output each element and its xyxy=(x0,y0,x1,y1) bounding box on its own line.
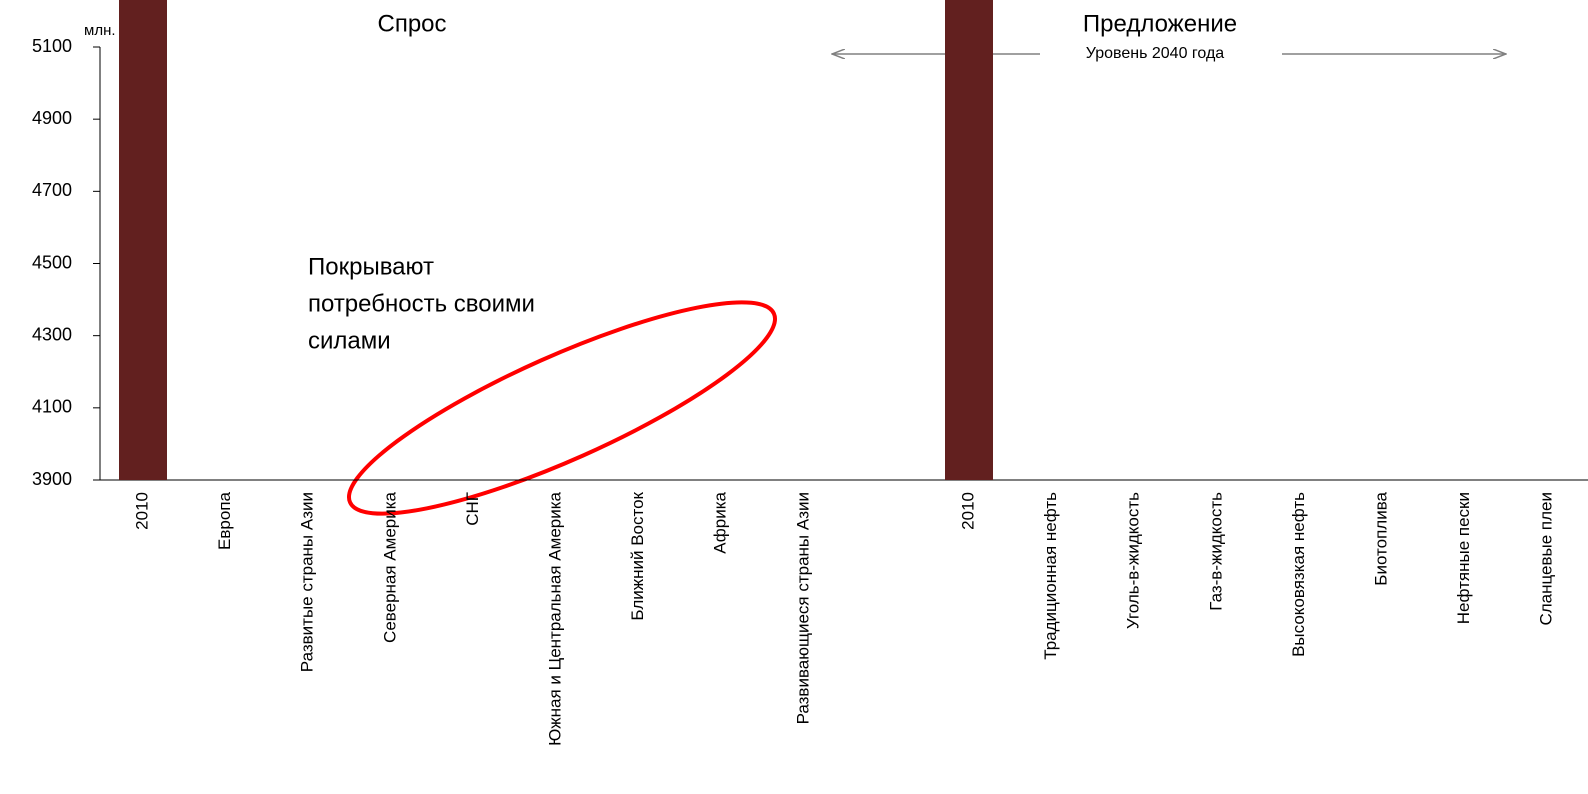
x-tick-label: Европа xyxy=(215,491,234,549)
x-tick-label: Развитые страны Азии xyxy=(298,492,317,672)
x-tick-label: СНГ xyxy=(463,492,482,526)
y-tick-label: 4900 xyxy=(32,108,72,128)
annotation-line: Покрывают xyxy=(308,253,434,280)
x-tick-label: Сланцевые плеи xyxy=(1537,492,1556,626)
annotation-ellipse xyxy=(347,300,777,516)
x-tick-label: Ближний Восток xyxy=(628,491,647,620)
group-title: Спрос xyxy=(377,10,446,37)
x-tick-label: Биотоплива xyxy=(1371,491,1390,585)
y-axis-unit: млн. т xyxy=(84,22,127,39)
annotation-line: потребность своими xyxy=(308,290,535,317)
annotation-line: силами xyxy=(308,327,391,354)
x-tick-label: 2010 xyxy=(958,492,977,530)
y-tick-label: 4100 xyxy=(32,397,72,417)
x-tick-label: Нефтяные пески xyxy=(1454,492,1473,624)
bar xyxy=(945,0,993,480)
y-tick-label: 4500 xyxy=(32,252,72,272)
y-tick-label: 4700 xyxy=(32,180,72,200)
x-tick-label: Южная и Центральная Америка xyxy=(545,491,564,745)
x-tick-label: Развивающиеся страны Азии xyxy=(793,492,812,724)
x-tick-label: Африка xyxy=(711,491,730,553)
y-tick-label: 3900 xyxy=(32,469,72,489)
annotation: Покрывают потребность своими силами xyxy=(308,253,535,354)
level-annotation: Уровень 2040 года xyxy=(1086,45,1224,62)
x-tick-label: Северная Америка xyxy=(380,491,399,642)
x-tick-label: Уголь-в-жидкость xyxy=(1124,492,1143,629)
x-tick-label: 2010 xyxy=(132,492,151,530)
group-title: Предложение xyxy=(1083,10,1237,37)
y-tick-label: 4300 xyxy=(32,324,72,344)
x-tick-label: Традиционная нефть xyxy=(1041,492,1060,660)
x-tick-label: Высоковязкая нефть xyxy=(1289,492,1308,657)
y-tick-label: 5100 xyxy=(32,36,72,56)
x-tick-label: Газ-в-жидкость xyxy=(1206,492,1225,611)
bar xyxy=(119,0,167,480)
